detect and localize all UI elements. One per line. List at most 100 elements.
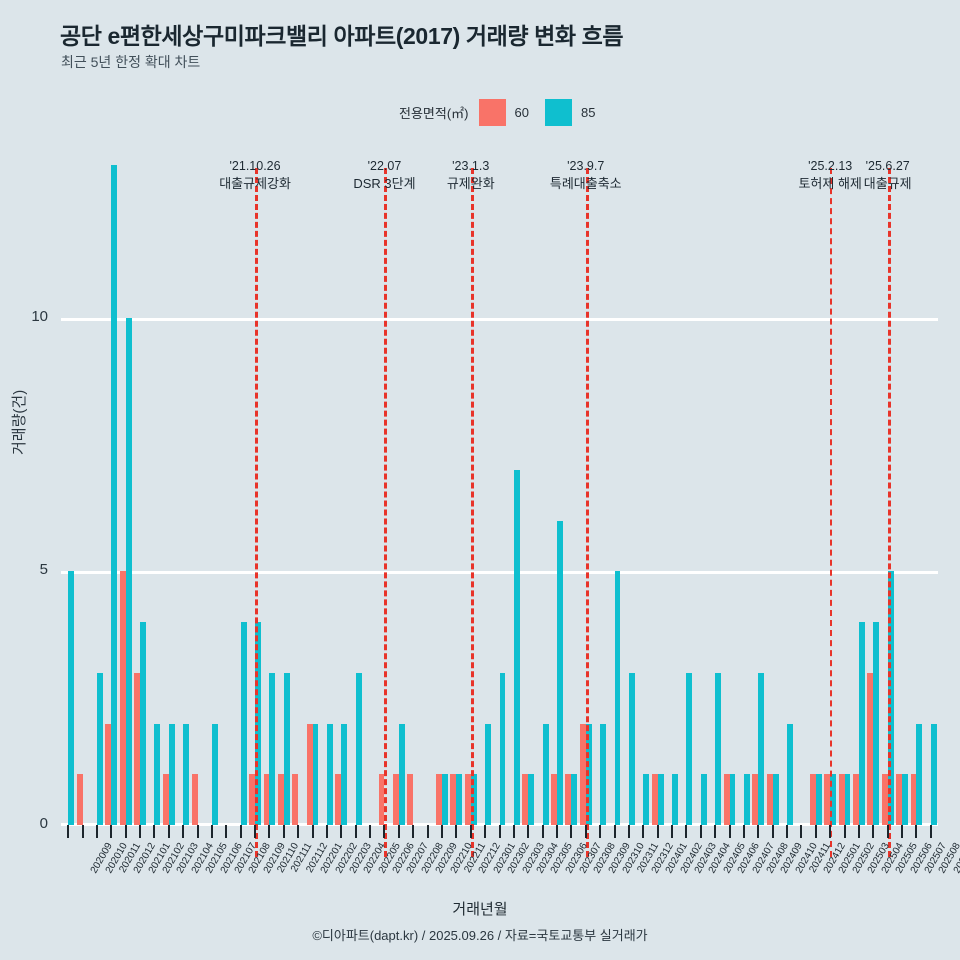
bar-202204-85[interactable] <box>341 723 348 825</box>
event-date-202207: '22.07 <box>367 159 402 173</box>
x-tick-202104 <box>167 825 170 838</box>
bar-202507-60[interactable] <box>896 774 903 825</box>
x-tick-202111 <box>268 825 271 838</box>
bar-202104-60[interactable] <box>162 774 169 825</box>
bar-202010-60[interactable] <box>76 774 83 825</box>
bar-202107-85[interactable] <box>211 723 218 825</box>
bar-202307-85[interactable] <box>557 520 563 825</box>
bar-202506-60[interactable] <box>881 774 888 825</box>
bar-202203-85[interactable] <box>326 723 333 825</box>
bar-202112-85[interactable] <box>283 672 290 825</box>
bar-202307-60[interactable] <box>551 774 557 825</box>
bar-202508-85[interactable] <box>916 723 923 825</box>
bar-202103-85[interactable] <box>154 723 161 825</box>
bar-202509-85[interactable] <box>930 723 937 825</box>
bar-202304-85[interactable] <box>513 469 520 825</box>
bar-202201-60[interactable] <box>292 774 299 825</box>
bar-202411-85[interactable] <box>787 723 793 825</box>
bar-202504-60[interactable] <box>853 774 859 825</box>
bar-202109-85[interactable] <box>240 622 247 825</box>
bar-202308-85[interactable] <box>571 774 578 825</box>
event-line-202207 <box>384 168 388 857</box>
bar-202305-85[interactable] <box>528 774 535 825</box>
bar-202204-60[interactable] <box>335 774 342 825</box>
bar-202410-60[interactable] <box>766 774 773 825</box>
x-tick-202508 <box>915 825 918 838</box>
bar-202310-85[interactable] <box>600 723 607 825</box>
bar-202111-60[interactable] <box>263 774 270 825</box>
x-tick-202407 <box>728 825 731 838</box>
bar-202309-60[interactable] <box>579 723 586 825</box>
bar-202407-60[interactable] <box>723 774 730 825</box>
bar-202208-60[interactable] <box>392 774 399 825</box>
bar-202209-60[interactable] <box>407 774 414 825</box>
bar-202409-85[interactable] <box>758 672 765 825</box>
bar-202405-85[interactable] <box>700 774 707 825</box>
bar-202501-60[interactable] <box>809 774 816 825</box>
gridline-5 <box>61 571 938 575</box>
bar-202312-85[interactable] <box>628 672 635 825</box>
bar-202502-85[interactable] <box>830 774 837 825</box>
bar-202205-85[interactable] <box>355 672 362 825</box>
bar-202012-60[interactable] <box>105 723 112 825</box>
event-line-202309 <box>585 168 589 857</box>
bar-202110-60[interactable] <box>249 774 256 825</box>
bar-202009-85[interactable] <box>68 571 75 825</box>
bar-202011-85[interactable] <box>96 672 103 825</box>
x-tick-202501 <box>814 825 817 838</box>
bar-202503-85[interactable] <box>844 774 851 825</box>
bar-202106-60[interactable] <box>191 774 198 825</box>
bar-202112-60[interactable] <box>277 774 284 825</box>
x-tick-202110 <box>254 825 257 838</box>
bar-202212-60[interactable] <box>450 774 457 825</box>
bar-202408-85[interactable] <box>743 774 750 825</box>
bar-202504-85[interactable] <box>858 622 865 825</box>
bar-202505-60[interactable] <box>867 672 874 825</box>
bar-202102-60[interactable] <box>134 672 141 825</box>
bar-202505-85[interactable] <box>873 622 880 825</box>
bar-202101-85[interactable] <box>125 317 132 825</box>
bar-202305-60[interactable] <box>522 774 529 825</box>
bar-202303-85[interactable] <box>499 672 506 825</box>
bar-202212-85[interactable] <box>456 774 463 825</box>
bar-202406-85[interactable] <box>715 672 722 825</box>
bar-202104-85[interactable] <box>168 723 175 825</box>
x-tick-202209 <box>412 825 415 838</box>
bar-202410-85[interactable] <box>772 774 779 825</box>
x-tick-202205 <box>354 825 357 838</box>
x-tick-202305 <box>527 825 530 838</box>
bar-202401-85[interactable] <box>643 774 650 825</box>
bar-202409-60[interactable] <box>752 774 759 825</box>
bar-202407-85[interactable] <box>729 774 736 825</box>
x-tick-202411 <box>786 825 789 838</box>
bar-202404-85[interactable] <box>686 672 693 825</box>
bar-202208-85[interactable] <box>398 723 405 825</box>
bar-202101-60[interactable] <box>119 571 126 825</box>
bar-202105-85[interactable] <box>183 723 190 825</box>
bar-202302-85[interactable] <box>485 723 491 825</box>
bar-202402-85[interactable] <box>657 774 664 825</box>
bar-202012-85[interactable] <box>111 165 118 825</box>
bar-202211-85[interactable] <box>441 774 448 825</box>
bar-202207-60[interactable] <box>378 774 385 825</box>
bar-202508-60[interactable] <box>910 774 917 825</box>
bar-202402-60[interactable] <box>651 774 658 825</box>
x-tick-202412 <box>800 825 803 838</box>
bar-202507-85[interactable] <box>902 774 908 825</box>
bar-202311-85[interactable] <box>614 571 621 825</box>
bar-202301-60[interactable] <box>464 774 471 825</box>
bar-202211-60[interactable] <box>436 774 442 825</box>
bar-202503-60[interactable] <box>838 774 845 825</box>
bar-202306-85[interactable] <box>542 723 549 825</box>
event-line-202301 <box>470 168 474 857</box>
bar-202403-85[interactable] <box>672 774 678 825</box>
event-label-202207: '22.07 DSR 3단계 <box>304 158 464 193</box>
bar-202202-60[interactable] <box>306 723 313 825</box>
bar-202502-60[interactable] <box>824 774 831 825</box>
bar-202102-85[interactable] <box>140 622 146 825</box>
bar-202501-85[interactable] <box>815 774 822 825</box>
x-tick-202502 <box>829 825 832 838</box>
bar-202202-85[interactable] <box>312 723 319 825</box>
bar-202111-85[interactable] <box>269 672 276 825</box>
bar-202308-60[interactable] <box>565 774 572 825</box>
